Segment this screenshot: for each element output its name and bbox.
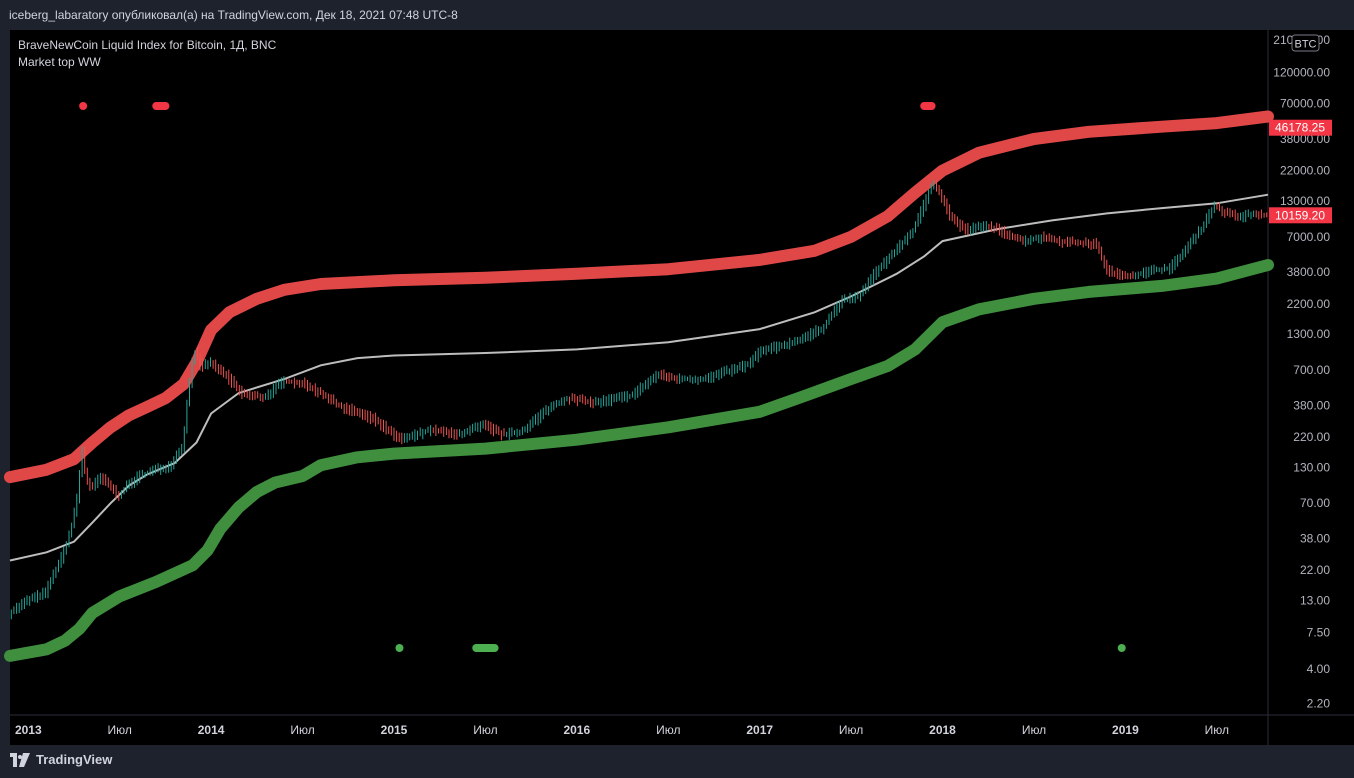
series-layer xyxy=(4,110,1274,662)
tradingview-icon xyxy=(10,752,30,767)
signal-markers xyxy=(79,102,1126,652)
x-tick-label: 2019 xyxy=(1112,723,1139,737)
y-tick-label: 70.00 xyxy=(1300,496,1330,510)
plot-area xyxy=(10,30,1268,715)
publish-info: iceberg_labaratory опубликовал(а) на Tra… xyxy=(9,8,458,22)
y-tick-label: 38.00 xyxy=(1300,532,1330,546)
y-tick-label: 22000.00 xyxy=(1280,164,1330,178)
lower-band-line xyxy=(4,259,1274,662)
y-tick-label: 7000.00 xyxy=(1287,230,1331,244)
x-tick-label: Июл xyxy=(290,723,314,737)
x-tick-label: 2017 xyxy=(746,723,773,737)
x-tick-label: Июл xyxy=(473,723,497,737)
chart-canvas[interactable]: 210000.00120000.0070000.0038000.0022000.… xyxy=(0,0,1354,745)
y-tick-label: 3800.00 xyxy=(1287,265,1331,279)
y-tick-label: 120000.00 xyxy=(1273,66,1330,80)
price-axis[interactable] xyxy=(1268,30,1354,715)
mid-line xyxy=(9,193,1269,562)
y-tick-label: 13.00 xyxy=(1300,594,1330,608)
y-tick-label: 130.00 xyxy=(1293,460,1330,474)
x-tick-label: Июл xyxy=(108,723,132,737)
y-tick-label: 2.20 xyxy=(1307,696,1331,710)
symbol-badge[interactable]: BTC xyxy=(1291,34,1320,52)
symbol-badge-text: BTC xyxy=(1295,39,1317,51)
upper-band-badge-text: 46178.25 xyxy=(1275,121,1325,135)
x-tick-label: Июл xyxy=(839,723,863,737)
x-tick-label: 2016 xyxy=(563,723,590,737)
x-tick-label: 2014 xyxy=(198,723,225,737)
tradingview-brand: TradingView xyxy=(36,752,113,767)
x-tick-label: Июл xyxy=(1022,723,1046,737)
y-tick-label: 4.00 xyxy=(1307,662,1331,676)
last-price-badge-text: 10159.20 xyxy=(1275,208,1325,222)
y-tick-label: 22.00 xyxy=(1300,563,1330,577)
x-tick-label: 2018 xyxy=(929,723,956,737)
time-axis[interactable] xyxy=(10,715,1354,745)
y-tick-label: 2200.00 xyxy=(1287,297,1331,311)
upper-band-badge: 46178.25 xyxy=(1269,119,1332,136)
publish-header: iceberg_labaratory опубликовал(а) на Tra… xyxy=(0,0,1354,30)
y-tick-label: 7.50 xyxy=(1307,625,1331,639)
indicator-title[interactable]: Market top WW xyxy=(18,55,101,69)
x-tick-label: Июл xyxy=(1205,723,1229,737)
price-candles xyxy=(10,180,1268,620)
chart-legend[interactable]: BraveNewCoin Liquid Index for Bitcoin, 1… xyxy=(18,37,276,71)
x-axis-ticks: 2013 Июл 2014 Июл 2015 Июл 2016 Июл 2017 Июл 2018 И… xyxy=(15,723,1229,737)
x-tick-label: 2015 xyxy=(381,723,408,737)
symbol-title[interactable]: BraveNewCoin Liquid Index for Bitcoin, 1… xyxy=(18,38,277,52)
x-tick-label: 2013 xyxy=(15,723,42,737)
y-tick-label: 13000.00 xyxy=(1280,194,1330,208)
last-price-badge: 10159.20 xyxy=(1269,207,1332,224)
y-tick-label: 1300.00 xyxy=(1287,327,1331,341)
y-tick-label: 220.00 xyxy=(1293,430,1330,444)
y-tick-label: 700.00 xyxy=(1293,363,1330,377)
tradingview-logo[interactable]: TradingView xyxy=(10,752,112,767)
y-tick-label: 380.00 xyxy=(1293,398,1330,412)
y-tick-label: 70000.00 xyxy=(1280,97,1330,111)
x-tick-label: Июл xyxy=(656,723,680,737)
upper-band-line xyxy=(4,110,1274,484)
footer-bar xyxy=(0,745,1354,778)
